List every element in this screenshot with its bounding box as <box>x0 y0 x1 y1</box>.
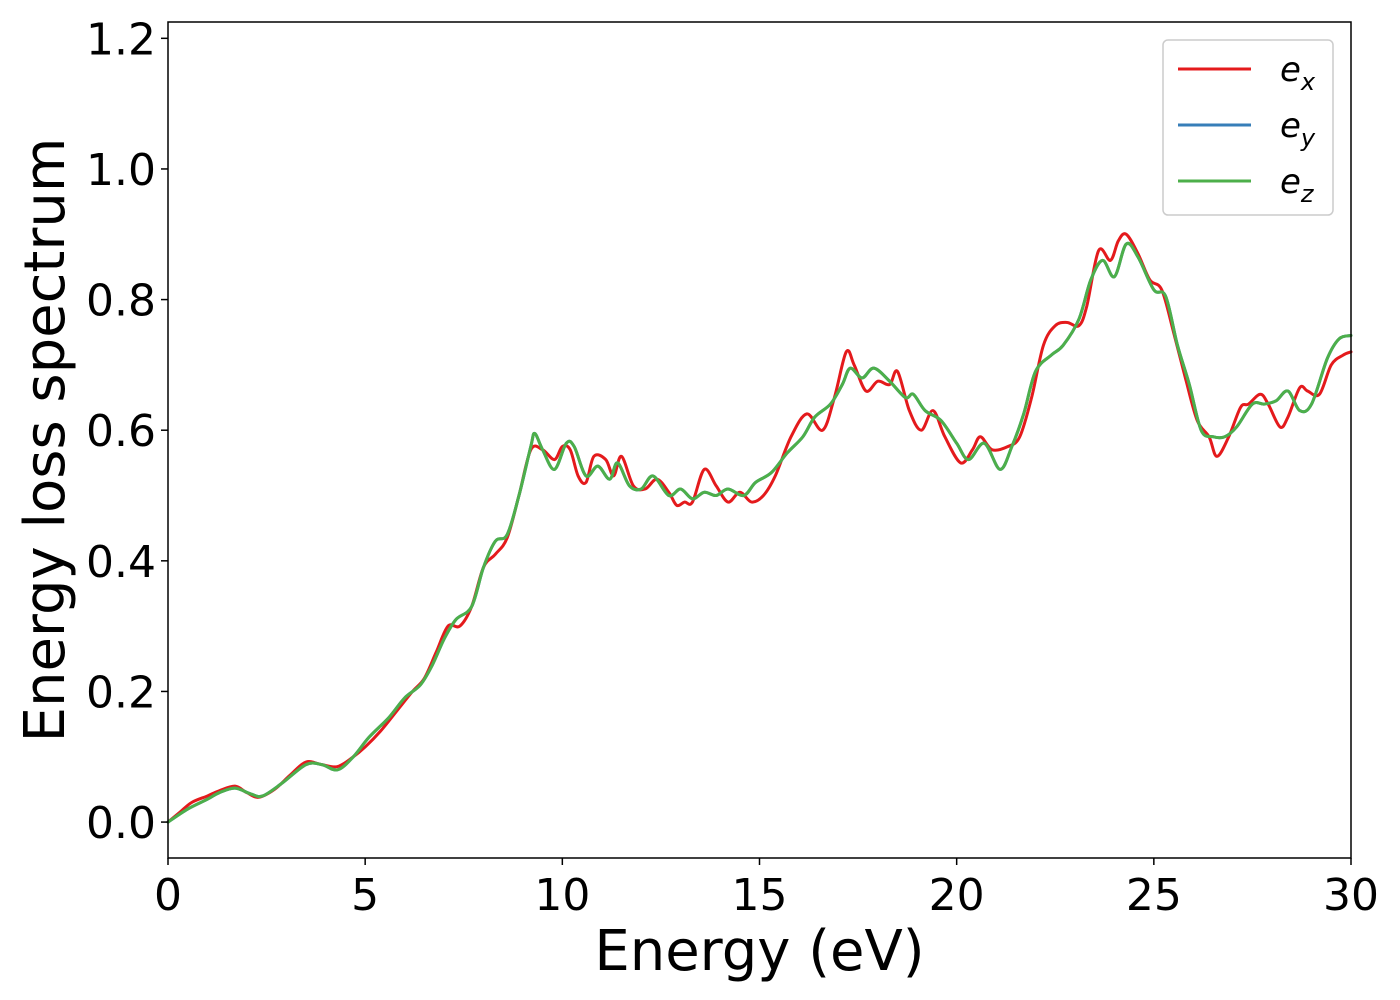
legend-box <box>1162 39 1334 216</box>
legend-label-ex: ex <box>1280 50 1316 96</box>
legend-label-ez: ez <box>1280 162 1315 208</box>
x-tick-label: 30 <box>1323 870 1379 921</box>
y-tick-label: 0.6 <box>86 406 156 457</box>
y-axis-title: Energy loss spectrum <box>13 138 78 743</box>
x-axis-title: Energy (eV) <box>594 919 924 984</box>
series-layer <box>166 232 1353 824</box>
y-tick-label: 0.4 <box>86 537 156 588</box>
x-tick-label: 20 <box>929 870 985 921</box>
y-tick-label: 0.0 <box>86 798 156 849</box>
x-tick-label: 10 <box>534 870 590 921</box>
series-line-ez <box>166 241 1353 824</box>
x-tick-label: 5 <box>351 870 379 921</box>
y-tick-label: 1.0 <box>86 145 156 196</box>
ticks-layer: 0 5 10 15 20 25 30 0.0 0.2 0.4 0.6 0.8 1.0 1.2 <box>86 14 1379 921</box>
legend-label-ey: ey <box>1280 106 1316 152</box>
x-tick-label: 15 <box>732 870 788 921</box>
legend: ex ey ez <box>1162 39 1334 216</box>
x-tick-label: 25 <box>1126 870 1182 921</box>
y-tick-label: 1.2 <box>86 14 156 65</box>
x-tick-label: 0 <box>154 870 182 921</box>
y-tick-label: 0.8 <box>86 276 156 327</box>
y-tick-label: 0.2 <box>86 667 156 718</box>
